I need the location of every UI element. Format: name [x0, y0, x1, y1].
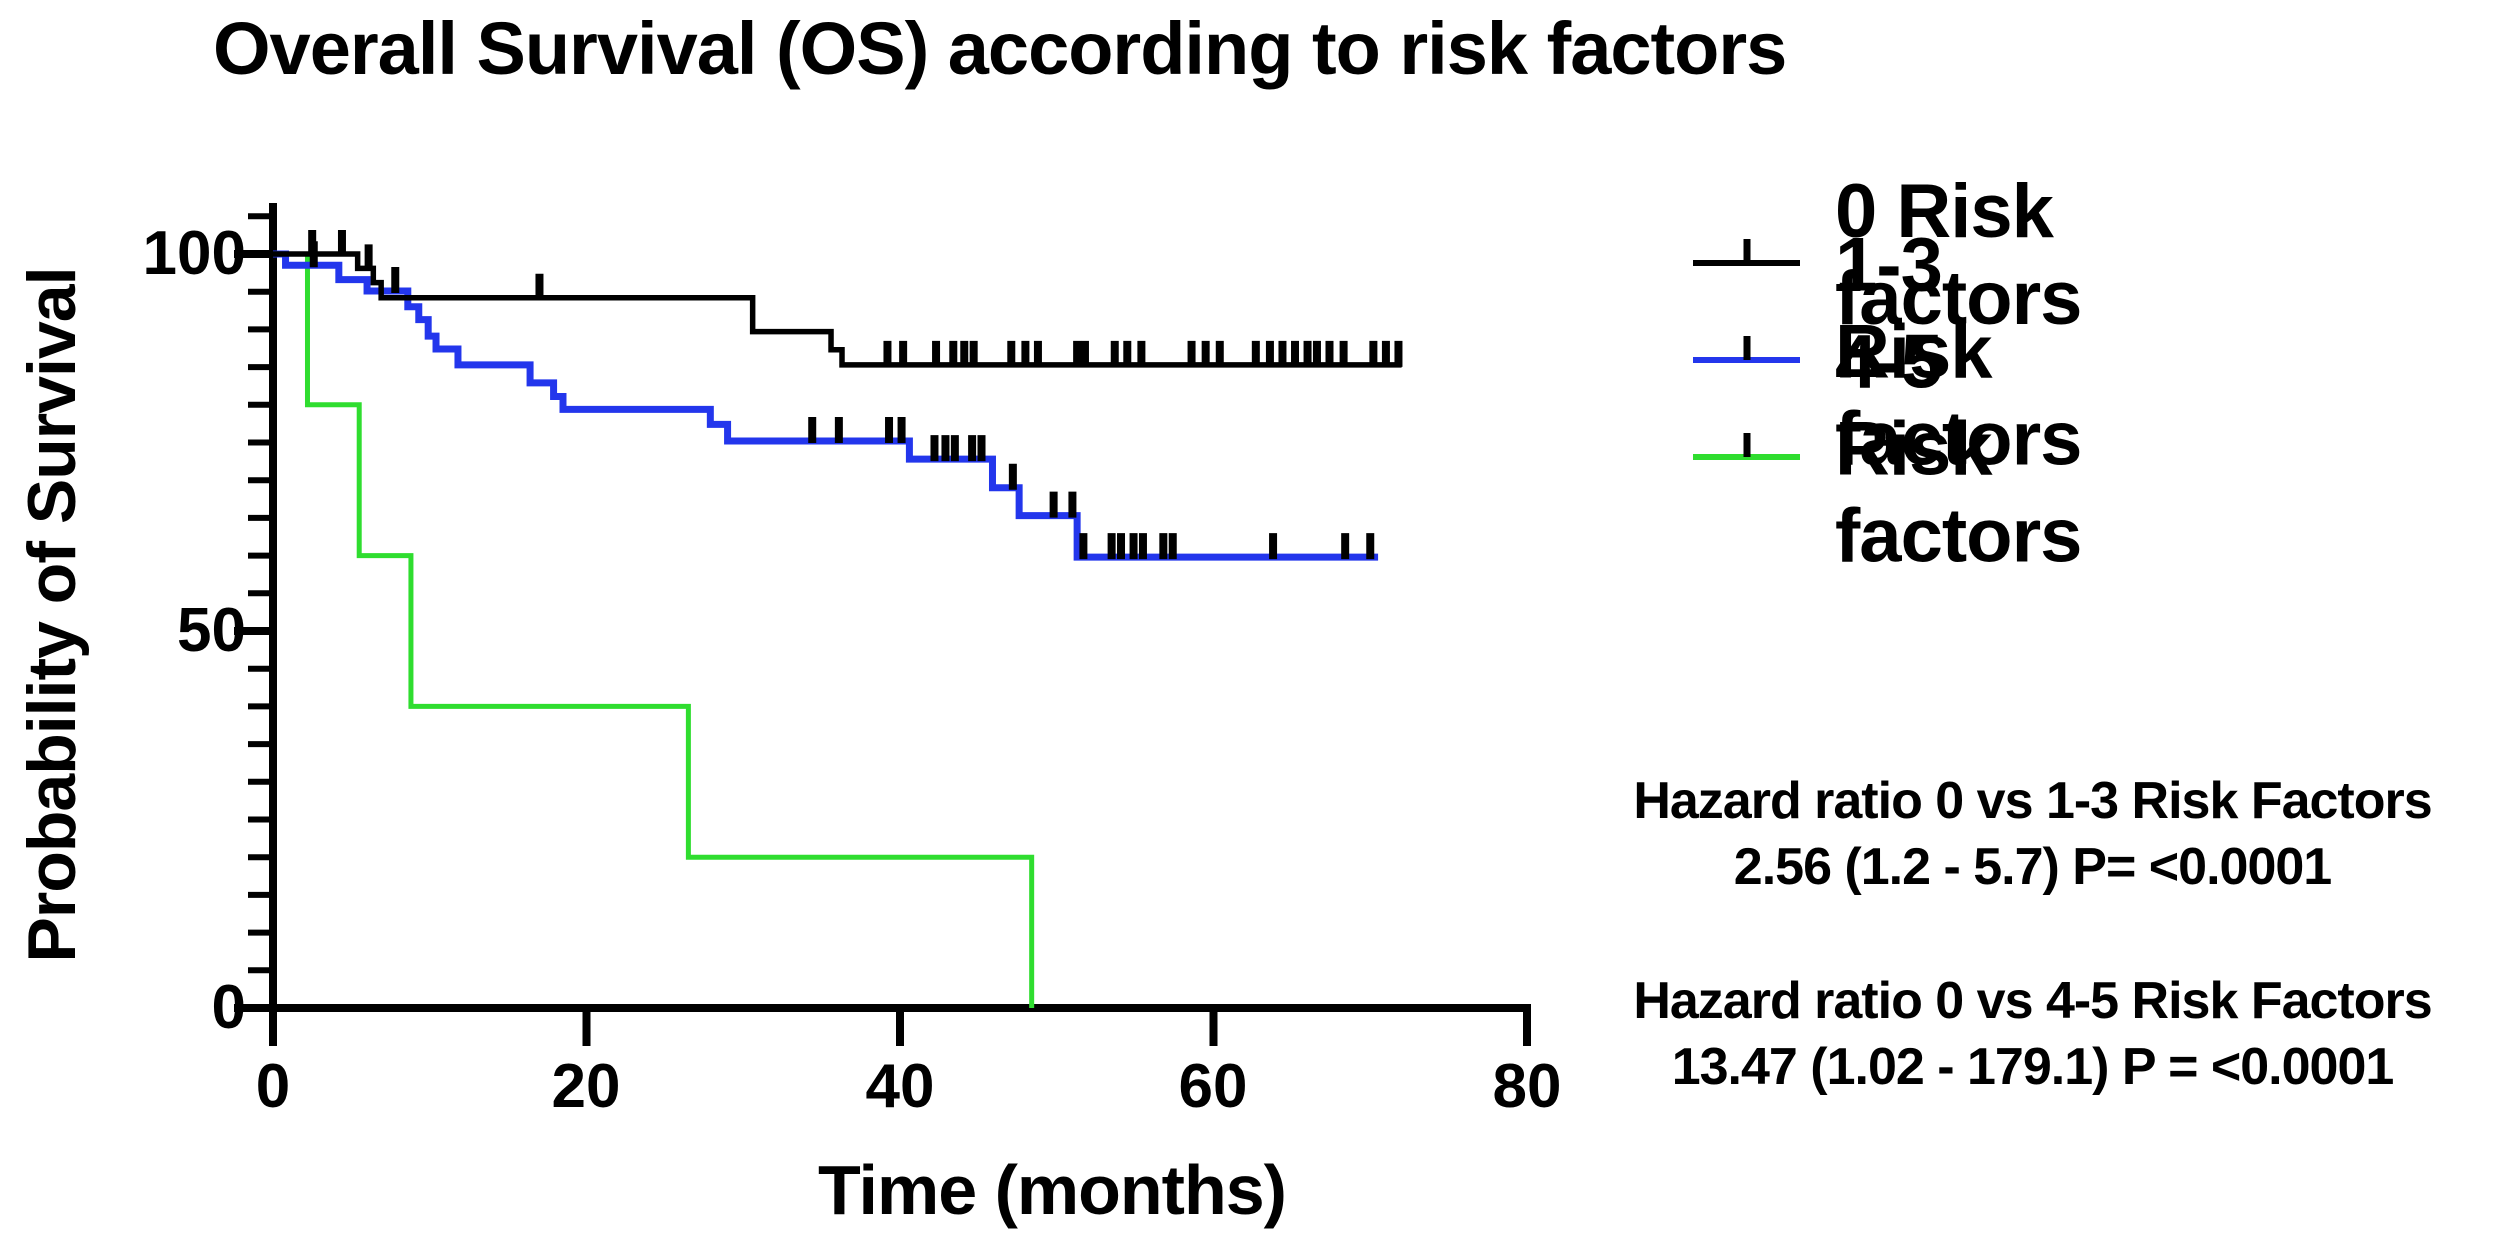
legend-line-sample [1693, 239, 1800, 266]
x-axis-title: Time (months) [818, 1151, 1287, 1229]
x-tick-label-60: 60 [1178, 1052, 1248, 1121]
x-tick-label-40: 40 [865, 1052, 935, 1121]
y-tick-label-50: 50 [177, 596, 246, 665]
y-tick-label-0: 0 [211, 973, 246, 1042]
legend-label: 1-3 Risk factors [1835, 222, 2082, 482]
hazard-ratio-annotation-1: Hazard ratio 0 vs 1-3 Risk Factors 2.56 … [1565, 768, 2497, 900]
legend-line-sample [1693, 433, 1800, 460]
legend-label: 0 Risk factors [1835, 169, 2082, 341]
hazard-ratio-1-value: 2.56 (1.2 - 5.7) P= <0.0001 [1733, 838, 2332, 896]
legend-label: 4-5 Risk factors [1835, 319, 2082, 579]
hazard-ratio-annotation-2: Hazard ratio 0 vs 4-5 Risk Factors 13.47… [1565, 968, 2497, 1100]
series-curve-1 [273, 250, 1379, 561]
hazard-ratio-2-value: 13.47 (1.02 - 179.1) P = <0.0001 [1671, 1038, 2395, 1096]
series-curve-0 [273, 251, 1402, 368]
hazard-ratio-1-title: Hazard ratio 0 vs 1-3 Risk Factors [1633, 772, 2432, 830]
chart-title: Overall Survival (OS) according to risk … [213, 7, 1787, 90]
x-tick-label-0: 0 [255, 1052, 291, 1121]
y-tick-label-100: 100 [142, 219, 246, 288]
y-axis-title: Probability of Survival [14, 267, 90, 963]
series-curve-2 [273, 251, 1035, 1008]
x-tick-label-20: 20 [551, 1052, 621, 1121]
legend-line-sample [1693, 336, 1800, 363]
x-tick-label-80: 80 [1492, 1052, 1562, 1121]
hazard-ratio-2-title: Hazard ratio 0 vs 4-5 Risk Factors [1633, 972, 2432, 1030]
